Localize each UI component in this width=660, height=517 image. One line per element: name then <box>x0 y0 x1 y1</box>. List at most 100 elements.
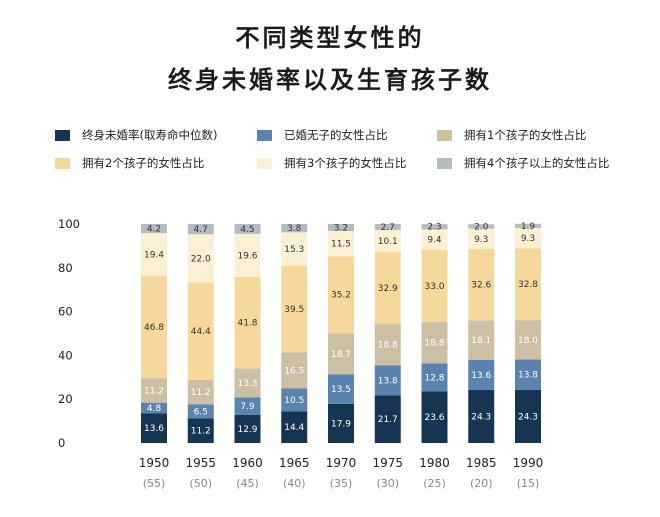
x-tick-label: 1985 <box>466 456 497 470</box>
y-tick-label: 60 <box>58 305 73 319</box>
bar-segment <box>468 320 495 360</box>
bar-value-label: 12.8 <box>424 373 444 383</box>
y-tick-label: 20 <box>58 392 73 406</box>
bar-segment <box>234 414 261 443</box>
bar-segment <box>328 256 354 334</box>
bar-value-label: 13.8 <box>518 371 538 381</box>
x-tick-sublabel: (45) <box>236 477 259 490</box>
bar-value-label: 35.2 <box>331 291 351 301</box>
bar-value-label: 2.7 <box>381 223 395 233</box>
bar-segment <box>281 411 308 443</box>
bar-segment <box>187 418 214 443</box>
bar-value-label: 7.9 <box>240 402 255 412</box>
bar-segment <box>515 248 541 321</box>
bar-value-label: 2.0 <box>474 222 489 232</box>
bar-segment <box>187 282 214 380</box>
bar-segment <box>421 229 448 250</box>
bar-value-label: 32.6 <box>471 281 491 291</box>
bar-value-label: 4.8 <box>147 404 162 414</box>
y-tick-label: 0 <box>58 436 65 450</box>
legend-swatch <box>437 129 452 141</box>
bar-value-label: 39.5 <box>284 305 304 315</box>
bar-value-label: 16.5 <box>284 366 304 376</box>
bar-segment <box>328 333 354 375</box>
bar-value-label: 13.6 <box>144 424 164 434</box>
bar-value-label: 11.2 <box>191 427 211 437</box>
bar-segment <box>234 233 261 277</box>
bar-segment <box>141 413 167 443</box>
legend-item: 拥有3个孩子的女性占比 <box>257 155 406 171</box>
bar-value-label: 13.6 <box>471 371 491 381</box>
bar-segment <box>187 224 214 235</box>
bar-segment <box>421 322 448 364</box>
legend-label: 拥有2个孩子的女性占比 <box>82 156 205 170</box>
bar-value-label: 33.0 <box>424 282 444 292</box>
x-tick-label: 1960 <box>232 456 263 470</box>
x-tick-label: 1975 <box>372 456 403 470</box>
bar-segment <box>328 374 354 404</box>
bar-value-label: 10.1 <box>378 237 398 247</box>
bar-value-label: 13.8 <box>378 376 398 386</box>
bar-value-label: 9.4 <box>427 236 442 246</box>
legend-label: 已婚无子的女性占比 <box>284 128 388 142</box>
bar-value-label: 2.3 <box>427 223 441 233</box>
bar-segment <box>515 359 541 390</box>
bar-value-label: 6.5 <box>194 407 208 417</box>
bar-segment <box>468 224 495 229</box>
legend-item: 终身未婚率(取寿命中位数) <box>55 127 217 143</box>
bar-segment <box>374 324 401 366</box>
bar-value-label: 18.7 <box>331 350 351 360</box>
x-tick-sublabel: (35) <box>330 477 353 490</box>
legend-item: 拥有4个孩子以上的女性占比 <box>437 155 609 171</box>
bar-segment <box>141 402 167 414</box>
bar-segment <box>234 276 261 369</box>
legend-label: 拥有1个孩子的女性占比 <box>464 128 587 142</box>
bar-value-label: 23.6 <box>424 413 444 423</box>
bar-value-label: 32.9 <box>378 284 398 294</box>
bar-value-label: 44.4 <box>191 327 211 337</box>
bar-segment <box>141 224 167 234</box>
bar-value-label: 32.8 <box>518 280 538 290</box>
bar-value-label: 10.5 <box>284 396 304 406</box>
bar-segment <box>234 368 261 398</box>
bar-segment <box>468 389 495 443</box>
bar-value-label: 3.2 <box>334 224 348 234</box>
bar-value-label: 18.8 <box>378 341 398 351</box>
bar-value-label: 24.3 <box>518 412 538 422</box>
bar-segment <box>187 234 214 283</box>
bar-segment <box>187 379 214 405</box>
bar-value-label: 18.8 <box>424 339 444 349</box>
x-tick-sublabel: (40) <box>283 477 306 490</box>
bar-segment <box>328 224 354 232</box>
bar-value-label: 19.6 <box>237 251 257 261</box>
bar-segment <box>421 224 448 230</box>
bar-value-label: 18.1 <box>471 336 491 346</box>
bar-value-label: 9.3 <box>474 235 488 245</box>
bar-segment <box>374 252 401 325</box>
x-tick-label: 1950 <box>139 456 170 470</box>
bar-value-label: 46.8 <box>144 323 164 333</box>
bar-value-label: 13.5 <box>331 385 351 395</box>
bar-value-label: 17.9 <box>331 419 351 429</box>
bar-value-label: 11.2 <box>144 386 164 396</box>
bar-segment <box>374 229 401 253</box>
x-tick-label: 1980 <box>419 456 450 470</box>
bar-segment <box>515 227 541 249</box>
bar-segment <box>281 265 308 353</box>
x-tick-label: 1965 <box>279 456 310 470</box>
bar-value-label: 14.4 <box>284 423 304 433</box>
legend-swatch <box>437 157 452 169</box>
bar-value-label: 9.3 <box>521 234 535 244</box>
bar-segment <box>515 320 541 360</box>
bar-value-label: 4.5 <box>240 225 254 235</box>
bar-value-label: 4.2 <box>147 225 161 235</box>
bar-value-label: 21.7 <box>378 415 398 425</box>
bar-segment <box>328 231 354 257</box>
bar-segment <box>281 224 308 233</box>
legend-item: 已婚无子的女性占比 <box>257 127 388 143</box>
bar-segment <box>374 395 401 443</box>
x-tick-label: 1990 <box>513 456 544 470</box>
bar-segment <box>141 275 167 379</box>
bar-value-label: 3.8 <box>287 224 302 234</box>
bar-value-label: 22.0 <box>191 254 211 264</box>
